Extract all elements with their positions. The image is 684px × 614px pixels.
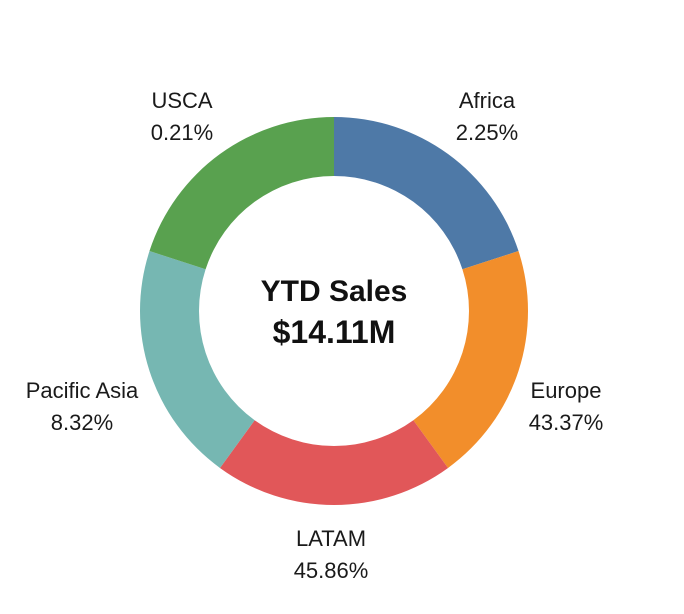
slice-label-usca: USCA (151, 88, 212, 113)
slice-percent-usca: 0.21% (151, 120, 213, 145)
slice-europe (413, 251, 528, 468)
slice-percent-africa: 2.25% (456, 120, 518, 145)
slice-label-europe: Europe (531, 378, 602, 403)
slice-usca (149, 117, 334, 270)
slice-label-latam: LATAM (296, 526, 366, 551)
center-value: $14.11M (273, 314, 396, 350)
slice-percent-europe: 43.37% (529, 410, 604, 435)
slice-label-pacific-asia: Pacific Asia (26, 378, 139, 403)
center-title: YTD Sales (261, 275, 408, 308)
donut-slices (139, 117, 528, 506)
slice-pacific-asia (139, 251, 255, 468)
slice-africa (334, 117, 519, 270)
slice-percent-pacific-asia: 8.32% (51, 410, 113, 435)
slice-labels: Africa 2.25% Europe 43.37% LATAM 45.86% Pacifi… (26, 88, 604, 583)
slice-latam (219, 420, 449, 506)
slice-percent-latam: 45.86% (294, 558, 369, 583)
slice-label-africa: Africa (459, 88, 516, 113)
